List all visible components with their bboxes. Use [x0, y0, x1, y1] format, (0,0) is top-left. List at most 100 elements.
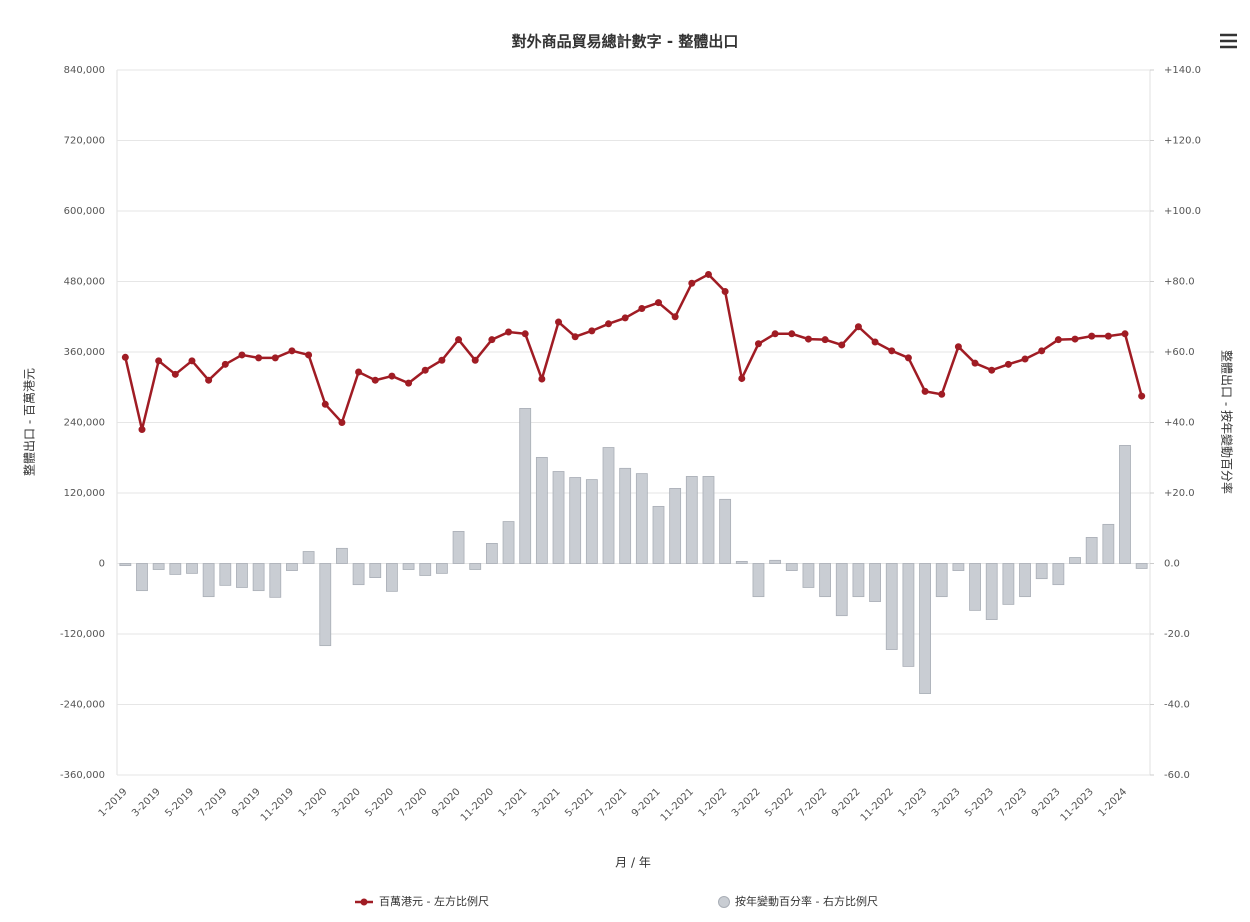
x-tick-label: 3-2020	[330, 786, 363, 819]
line-point	[405, 379, 413, 387]
bar	[852, 563, 865, 598]
line-point	[1121, 330, 1129, 338]
bar	[952, 563, 965, 571]
x-tick-label: 5-2022	[763, 786, 796, 819]
x-tick-label: 9-2023	[1030, 786, 1063, 819]
y2-tick-label: -40.0	[1164, 700, 1190, 711]
line-point	[1004, 360, 1012, 368]
line-point	[904, 354, 912, 362]
bar	[152, 563, 165, 570]
line-point	[671, 313, 679, 321]
bar	[302, 551, 315, 564]
bar	[969, 563, 981, 611]
x-tick-label: 7-2023	[996, 786, 1029, 819]
bar	[585, 479, 598, 564]
bar	[1119, 445, 1131, 564]
legend-item[interactable]: 按年變動百分率 - 右方比例尺	[718, 894, 878, 908]
bar	[119, 563, 132, 567]
bar	[919, 563, 931, 694]
y2-tick-label: 0.0	[1164, 559, 1180, 570]
x-tick-label: 7-2019	[197, 786, 230, 819]
line-point	[155, 357, 163, 365]
line-point	[1104, 332, 1112, 340]
line-point	[588, 327, 596, 335]
bar	[419, 563, 432, 576]
y-tick-label: 840,000	[64, 65, 105, 76]
menu-button[interactable]	[1216, 30, 1240, 52]
line-point	[954, 343, 962, 351]
bar	[619, 467, 632, 564]
bar	[202, 563, 215, 598]
bar	[1002, 563, 1015, 605]
y2-axis-title: 整體出口 - 按年變動百分率	[1220, 350, 1235, 494]
y2-tick-label: +120.0	[1164, 136, 1201, 147]
line-point	[371, 376, 379, 384]
line-point	[271, 354, 279, 362]
y-tick-label: -360,000	[60, 770, 105, 781]
legend-item[interactable]: 百萬港元 - 左方比例尺	[355, 894, 489, 908]
y2-tick-label: +140.0	[1164, 65, 1201, 76]
line-point	[838, 341, 846, 349]
y2-tick-label: +80.0	[1164, 277, 1195, 288]
y-tick-label: 720,000	[64, 136, 105, 147]
bar	[1019, 563, 1031, 598]
line-point	[971, 359, 979, 367]
line-point	[605, 320, 613, 328]
bar	[669, 488, 682, 564]
bar	[552, 471, 565, 564]
chart-title: 對外商品貿易總計數字 - 整體出口	[512, 33, 739, 51]
x-tick-label: 1-2022	[697, 786, 730, 819]
bar	[735, 560, 748, 564]
legend-label: 百萬港元 - 左方比例尺	[379, 894, 489, 908]
line-point	[421, 366, 429, 374]
x-tick-label: 3-2022	[730, 786, 763, 819]
bar	[819, 563, 832, 598]
bar	[835, 563, 848, 617]
line-point	[771, 330, 779, 338]
bar	[685, 476, 698, 564]
line-point	[688, 279, 696, 287]
line-point	[205, 376, 213, 384]
y2-tick-label: +20.0	[1164, 488, 1195, 499]
bar	[535, 456, 548, 564]
line-point	[888, 347, 896, 355]
x-tick-label: 1-2023	[896, 786, 929, 819]
line-point	[1021, 355, 1029, 363]
y-tick-label: 0	[99, 559, 105, 570]
line-point	[654, 299, 662, 307]
line-point	[704, 270, 712, 278]
line-point	[438, 356, 446, 364]
bar	[502, 521, 515, 564]
line-point	[455, 336, 463, 344]
bar	[369, 563, 382, 579]
bar	[286, 563, 298, 571]
y2-tick-label: -60.0	[1164, 770, 1190, 781]
bar	[336, 547, 348, 564]
legend-label: 按年變動百分率 - 右方比例尺	[735, 894, 878, 908]
line-point	[138, 426, 146, 434]
line-point	[338, 419, 346, 426]
bar	[752, 563, 765, 598]
bar	[1052, 563, 1065, 586]
x-tick-label: 9-2019	[230, 786, 263, 819]
x-tick-label: 3-2021	[530, 786, 563, 819]
bar	[386, 563, 398, 592]
bar	[1069, 557, 1081, 564]
bar	[602, 447, 615, 564]
x-tick-label: 1-2021	[497, 786, 530, 819]
bar	[769, 559, 782, 564]
y2-tick-label: +60.0	[1164, 347, 1195, 358]
bar	[869, 563, 881, 602]
x-tick-label: 5-2021	[563, 786, 596, 819]
line-point	[621, 314, 629, 322]
line-point	[255, 354, 263, 362]
line-point	[1071, 335, 1079, 343]
line-point	[288, 347, 296, 355]
y-tick-label: -240,000	[60, 700, 105, 711]
line-point	[788, 330, 796, 338]
line-point	[938, 390, 946, 398]
y-tick-label: 480,000	[64, 277, 105, 288]
line-point	[921, 387, 929, 395]
